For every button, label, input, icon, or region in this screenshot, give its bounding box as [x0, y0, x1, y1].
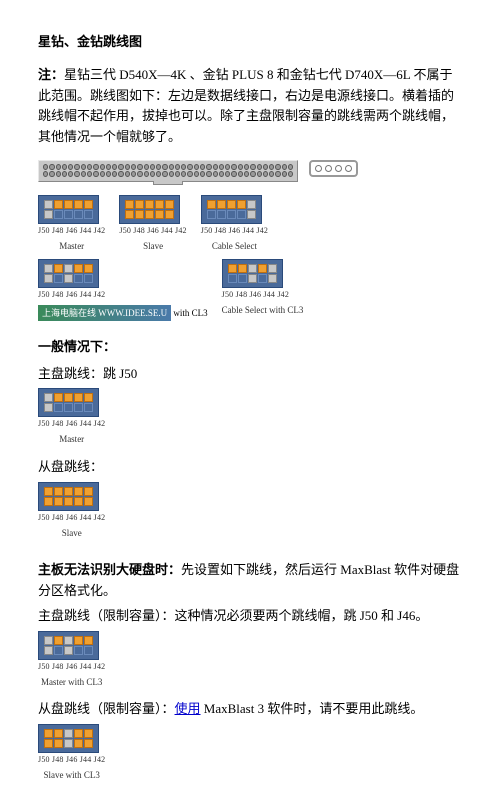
use-link[interactable]: 使用	[175, 701, 201, 716]
ide-connector	[38, 160, 298, 185]
mode-label: Master with CL3	[38, 675, 105, 689]
pin-labels: J50 J48 J46 J44 J42	[38, 512, 105, 525]
jumper-row-1: J50 J48 J46 J44 J42 Master J50 J48 J46 J…	[38, 195, 464, 253]
mode-label: Master	[38, 432, 105, 446]
slave-limit-suffix: MaxBlast 3 软件时，请不要用此跳线。	[201, 701, 424, 716]
mode-label: Cable Select with CL3	[222, 303, 304, 317]
bigdisk-section: 主板无法识别大硬盘时：先设置如下跳线，然后运行 MaxBlast 软件对硬盘分区…	[38, 560, 464, 602]
master-jumper-text: 主盘跳线：跳 J50	[38, 364, 464, 385]
pin-labels: J50 J48 J46 J44 J42	[38, 661, 105, 674]
jumper-master-normal: J50 J48 J46 J44 J42 Master	[38, 388, 105, 446]
mode-label: Master	[38, 239, 105, 253]
page-title: 星钻、金钻跳线图	[38, 32, 464, 53]
note-paragraph: 注：星钻三代 D540X—4K 、金钻 PLUS 8 和金钻七代 D740X—6…	[38, 65, 464, 148]
pin-labels: J50 J48 J46 J44 J42	[119, 225, 186, 238]
banner-overlay: 上海电脑在线 WWW.IDEE.SE.U	[38, 305, 171, 321]
jumper-row-2: J50 J48 J46 J44 J42 上海电脑在线 WWW.IDEE.SE.U…	[38, 259, 464, 323]
pin-labels: J50 J48 J46 J44 J42	[201, 225, 268, 238]
section-normal-title: 一般情况下：	[38, 337, 464, 358]
bigdisk-label: 主板无法识别大硬盘时：	[38, 562, 181, 577]
jumper-cs-cl3: J50 J48 J46 J44 J42 Cable Select with CL…	[222, 259, 304, 323]
mode-label: Slave	[119, 239, 186, 253]
master-limit-text: 主盘跳线（限制容量）：这种情况必须要两个跳线帽，跳 J50 和 J46。	[38, 606, 464, 627]
slave-jumper-text: 从盘跳线：	[38, 457, 464, 478]
jumper-slave: J50 J48 J46 J44 J42 Slave	[119, 195, 186, 253]
mode-label: Cable Select	[201, 239, 268, 253]
pin-labels: J50 J48 J46 J44 J42	[222, 289, 304, 302]
pin-labels: J50 J48 J46 J44 J42	[38, 289, 208, 302]
note-prefix: 注：	[38, 67, 64, 82]
jumper-slave-normal: J50 J48 J46 J44 J42 Slave	[38, 482, 105, 540]
jumper-slave-limit: J50 J48 J46 J44 J42 Slave with CL3	[38, 724, 105, 782]
slave-limit-prefix: 从盘跳线（限制容量）：	[38, 701, 175, 716]
pin-labels: J50 J48 J46 J44 J42	[38, 754, 105, 767]
mode-label: Slave with CL3	[38, 768, 105, 782]
jumper-master-cl3: J50 J48 J46 J44 J42 上海电脑在线 WWW.IDEE.SE.U…	[38, 259, 208, 323]
slave-limit-line: 从盘跳线（限制容量）：使用 MaxBlast 3 软件时，请不要用此跳线。	[38, 699, 464, 720]
jumper-master: J50 J48 J46 J44 J42 Master	[38, 195, 105, 253]
banner-suffix: with CL3	[171, 308, 208, 318]
pin-labels: J50 J48 J46 J44 J42	[38, 225, 105, 238]
mode-label: Slave	[38, 526, 105, 540]
note-body: 星钻三代 D540X—4K 、金钻 PLUS 8 和金钻七代 D740X—6L …	[38, 67, 454, 144]
power-connector	[309, 160, 358, 177]
connector-diagram	[38, 160, 464, 185]
jumper-master-limit: J50 J48 J46 J44 J42 Master with CL3	[38, 631, 105, 689]
pin-labels: J50 J48 J46 J44 J42	[38, 418, 105, 431]
jumper-cable-select: J50 J48 J46 J44 J42 Cable Select	[201, 195, 268, 253]
